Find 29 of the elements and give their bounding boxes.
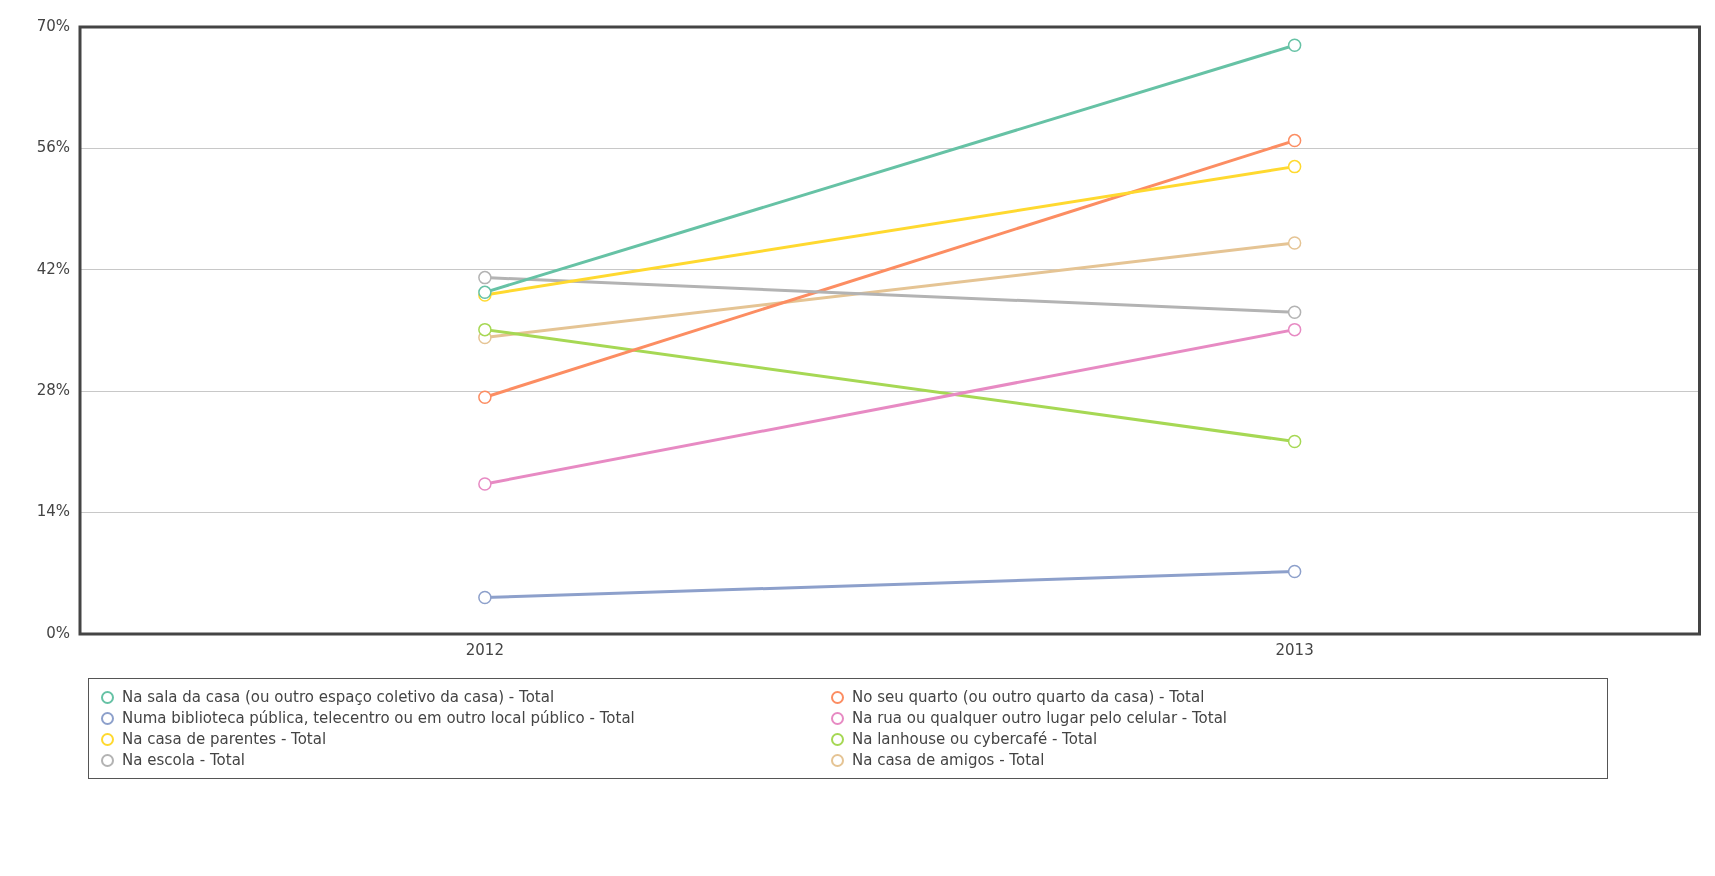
point (1287, 38, 1302, 52)
legend-label: Na sala da casa (ou outro espaço coletivo da casa) - Total (122, 688, 555, 706)
point (1287, 159, 1302, 174)
point (1287, 133, 1302, 148)
point (478, 270, 492, 285)
y-tick-label: 28% (36, 381, 70, 400)
y-tick-label: 42% (36, 259, 70, 278)
legend-label: Na casa de parentes - Total (122, 730, 327, 748)
point (478, 590, 492, 605)
legend-label: Na casa de amigos - Total (852, 751, 1045, 769)
legend-label: No seu quarto (ou outro quarto da casa) - Total (852, 688, 1205, 706)
point (1287, 236, 1302, 250)
point (478, 322, 492, 337)
y-tick-label: 70% (36, 16, 70, 35)
legend-label: Na rua ou qualquer outro lugar pelo celular - Total (852, 709, 1228, 727)
point (1287, 322, 1302, 337)
point (478, 477, 492, 491)
x-tick-label: 2012 (465, 640, 504, 659)
point (1287, 434, 1302, 449)
y-tick-label: 56% (36, 138, 70, 157)
legend-label: Na escola - Total (122, 751, 245, 769)
point (1287, 305, 1302, 320)
point (1287, 564, 1302, 579)
x-tick-label: 2013 (1275, 640, 1314, 659)
y-tick-label: 14% (36, 502, 70, 521)
y-tick-label: 0% (46, 623, 70, 642)
legend-label: Na lanhouse ou cybercafé - Total (852, 730, 1098, 748)
point (478, 390, 492, 405)
legend-label: Numa biblioteca pública, telecentro ou em outro local público - Total (122, 709, 635, 727)
